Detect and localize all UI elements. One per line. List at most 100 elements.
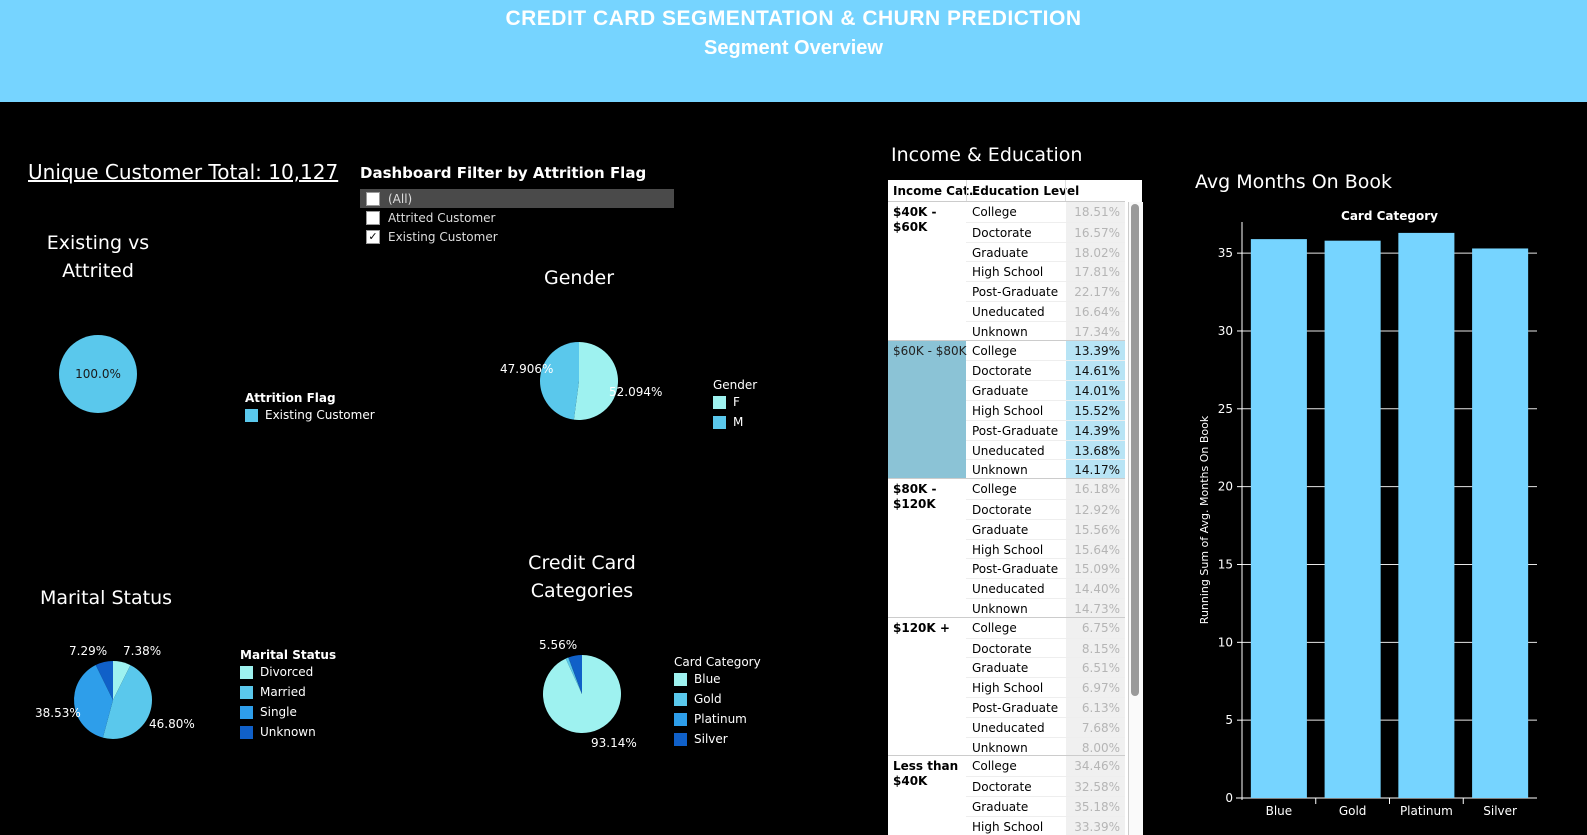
filter-option-existing[interactable]: ✓ Existing Customer [360, 227, 674, 246]
table-row[interactable]: Doctorate 32.58% [966, 776, 1125, 797]
percent-cell: 14.61% [1066, 361, 1125, 382]
table-scrollbar-thumb[interactable] [1131, 204, 1139, 696]
pie-slice-gold[interactable] [565, 657, 582, 694]
bar-blue[interactable] [1250, 239, 1307, 798]
percent-cell: 18.51% [1066, 202, 1125, 222]
education-level-cell: Unknown [972, 324, 1028, 339]
legend-item[interactable]: Gold [674, 689, 761, 709]
legend-item[interactable]: Blue [674, 669, 761, 689]
income-category-label[interactable]: $120K + [893, 620, 950, 635]
pie-slice-single[interactable] [74, 665, 113, 738]
table-row[interactable]: Post-Graduate 22.17% [966, 281, 1125, 302]
table-row[interactable]: Post-Graduate 14.39% [966, 419, 1125, 441]
table-row[interactable]: Graduate 14.01% [966, 380, 1125, 401]
bar-chart-subtitle: Card Category [1341, 209, 1438, 223]
checkbox-existing[interactable]: ✓ [366, 229, 380, 244]
income-category-label[interactable]: $40K - $60K [893, 205, 937, 234]
table-row[interactable]: College 6.75% [966, 617, 1125, 638]
y-tick-label: 25 [1218, 402, 1233, 416]
legend-label: Single [260, 705, 297, 719]
legend-item[interactable]: Single [240, 702, 336, 722]
pie-slice-silver[interactable] [568, 655, 582, 694]
income-group: Less than $40K College 34.46% Doctorate 32.5… [888, 755, 1125, 835]
table-row[interactable]: Graduate 35.18% [966, 795, 1125, 817]
table-row[interactable]: Unknown 14.73% [966, 597, 1125, 619]
table-row[interactable]: Uneducated 13.68% [966, 439, 1125, 461]
education-level-cell: High School [972, 265, 1044, 280]
percent-cell: 6.75% [1066, 617, 1125, 638]
checkbox-all[interactable] [366, 191, 380, 206]
education-level-cell: College [972, 759, 1017, 774]
legend-label: Blue [694, 672, 721, 686]
pie-slice-married[interactable] [102, 665, 152, 739]
percent-cell: 15.56% [1066, 519, 1125, 540]
table-row[interactable]: College 16.18% [966, 479, 1125, 499]
table-row[interactable]: Post-Graduate 15.09% [966, 558, 1125, 580]
percent-cell: 15.52% [1066, 400, 1125, 421]
legend-item[interactable]: Divorced [240, 662, 336, 682]
legend-item[interactable]: Married [240, 682, 336, 702]
table-row[interactable]: High School 15.52% [966, 399, 1125, 421]
table-row[interactable]: Doctorate 16.57% [966, 221, 1125, 243]
y-tick-label: 15 [1218, 557, 1233, 571]
table-row[interactable]: Unknown 17.34% [966, 320, 1125, 342]
dashboard-title: CREDIT CARD SEGMENTATION & CHURN PREDICT… [505, 7, 1082, 30]
table-row[interactable]: Graduate 6.51% [966, 657, 1125, 679]
legend-title: Marital Status [240, 648, 337, 662]
filter-option-all[interactable]: (All) [360, 189, 674, 208]
y-tick-label: 30 [1218, 324, 1233, 338]
y-tick-label: 10 [1218, 635, 1233, 649]
table-row[interactable]: College 18.51% [966, 202, 1125, 222]
header-income-category[interactable]: Income Cat.. [893, 184, 978, 198]
legend-item[interactable]: Existing Customer [245, 405, 375, 425]
table-row[interactable]: High School 6.97% [966, 677, 1125, 698]
legend-item[interactable]: Unknown [240, 722, 336, 742]
legend-title: Attrition Flag [245, 391, 336, 405]
card-silver-pct: 5.56% [539, 638, 578, 652]
table-row[interactable]: High School 17.81% [966, 261, 1125, 283]
pie-slice-platinum[interactable] [568, 657, 582, 694]
table-row[interactable]: Post-Graduate 6.13% [966, 696, 1125, 718]
percent-cell: 14.39% [1066, 420, 1125, 441]
pie-slice-existing-customer[interactable] [59, 335, 137, 413]
chart-title-text: Existing vs Attrited [46, 232, 150, 282]
pie-slice-f[interactable] [573, 342, 618, 420]
table-row[interactable]: High School 33.39% [966, 815, 1125, 835]
income-category-label[interactable]: $80K - $120K [893, 482, 937, 512]
percent-cell: 14.73% [1066, 598, 1125, 619]
table-row[interactable]: College 34.46% [966, 756, 1125, 777]
table-row[interactable]: Uneducated 7.68% [966, 716, 1125, 738]
legend-item[interactable]: Silver [674, 729, 761, 749]
card-title-line1: Credit Card [528, 552, 636, 574]
table-row[interactable]: Graduate 15.56% [966, 518, 1125, 540]
table-row[interactable]: Graduate 18.02% [966, 241, 1125, 263]
table-row[interactable]: Unknown 8.00% [966, 736, 1125, 758]
legend-item[interactable]: M [713, 412, 757, 432]
table-row[interactable]: Doctorate 12.92% [966, 498, 1125, 520]
avg-months-title: Avg Months On Book [1195, 171, 1393, 193]
legend-swatch [240, 705, 253, 719]
income-category-label[interactable]: $60K - $80K [893, 343, 967, 358]
filter-option-attrited[interactable]: Attrited Customer [360, 208, 674, 227]
education-level-cell: Post-Graduate [972, 285, 1059, 300]
table-row[interactable]: Doctorate 8.15% [966, 637, 1125, 659]
checkbox-attrited[interactable] [366, 210, 380, 225]
table-row[interactable]: High School 15.64% [966, 538, 1125, 560]
bar-gold[interactable] [1324, 240, 1381, 798]
table-row[interactable]: Doctorate 14.61% [966, 360, 1125, 382]
legend-item[interactable]: Platinum [674, 709, 761, 729]
table-row[interactable]: Unknown 14.17% [966, 459, 1125, 481]
x-tick-label: Blue [1266, 804, 1293, 818]
legend-item[interactable]: F [713, 392, 757, 412]
bar-platinum[interactable] [1398, 232, 1455, 799]
header-education-level[interactable]: Education Level [972, 184, 1080, 198]
pie-slice-m[interactable] [540, 342, 579, 420]
table-row[interactable]: Uneducated 16.64% [966, 301, 1125, 322]
table-row[interactable]: College 13.39% [966, 340, 1125, 361]
income-category-label[interactable]: Less than $40K [893, 759, 959, 789]
table-row[interactable]: Uneducated 14.40% [966, 578, 1125, 599]
bar-silver[interactable] [1472, 248, 1529, 799]
percent-cell: 14.17% [1066, 460, 1125, 481]
pie-slice-unknown[interactable] [95, 661, 113, 700]
pie-slice-divorced[interactable] [113, 661, 131, 700]
